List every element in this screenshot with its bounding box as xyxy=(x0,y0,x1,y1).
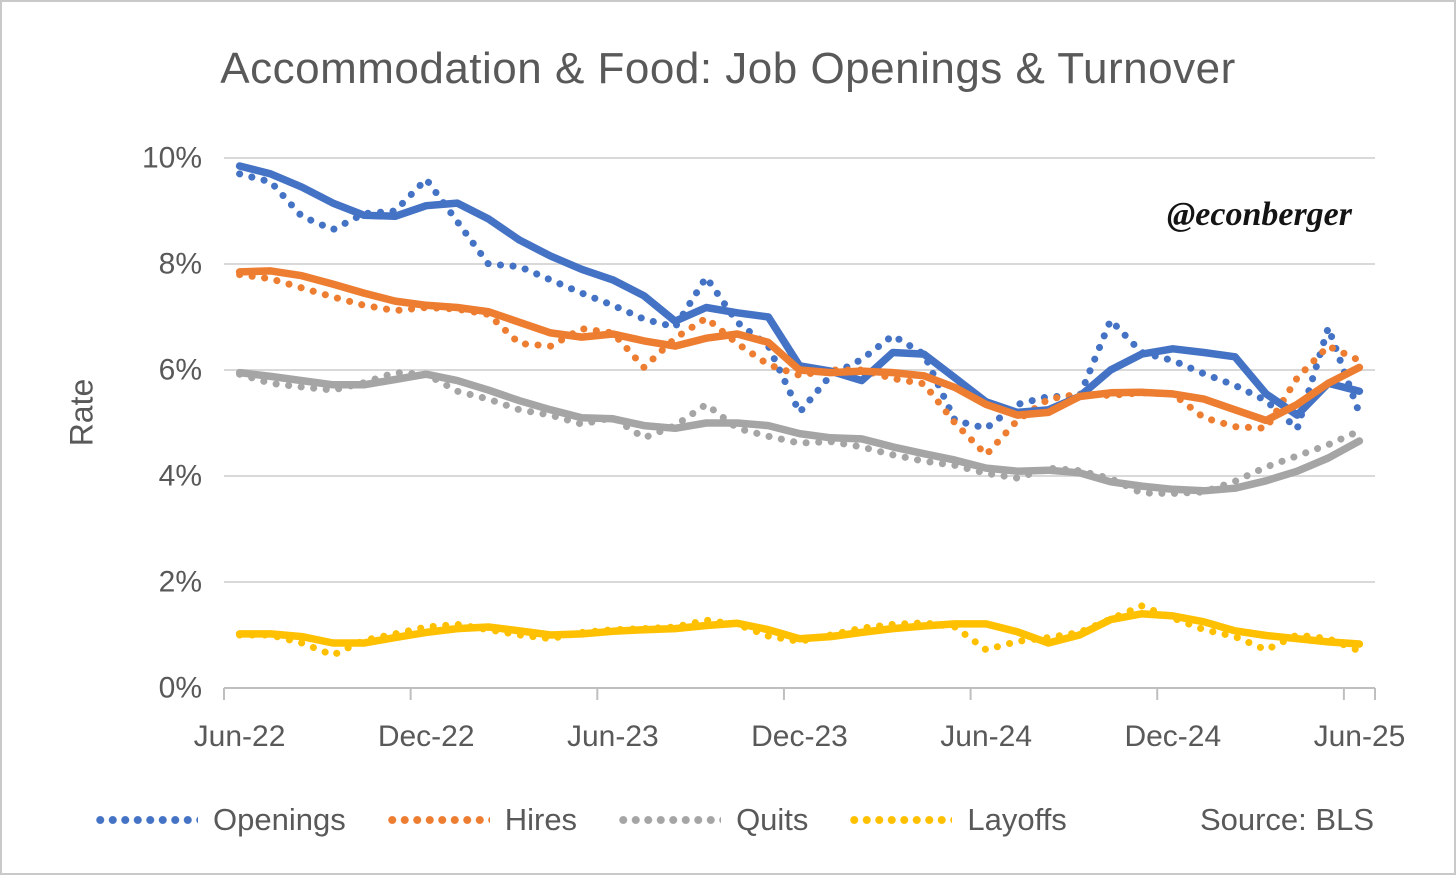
legend-label-hires: Hires xyxy=(504,802,578,837)
legend-item-quits: Quits xyxy=(617,802,808,838)
legend-dotted-swatch-layoffs xyxy=(848,813,953,827)
x-tick-label: Jun-22 xyxy=(194,720,286,753)
chart-title: Accommodation & Food: Job Openings & Tur… xyxy=(220,44,1236,93)
legend-dotted-swatch-quits xyxy=(617,813,722,827)
y-tick-label: 8% xyxy=(159,248,202,281)
legend-item-layoffs: Layoffs xyxy=(848,802,1067,838)
legend-dotted-swatch-hires xyxy=(385,813,490,827)
series-quits-smoothed-solid-line xyxy=(235,368,1364,495)
watermark: @econberger xyxy=(1166,196,1352,233)
source-label: Source: BLS xyxy=(1199,802,1374,837)
x-tick-label: Jun-25 xyxy=(1314,720,1406,753)
y-tick-label: 6% xyxy=(159,354,202,387)
legend-label-quits: Quits xyxy=(736,802,809,837)
y-tick-label: 4% xyxy=(159,460,202,493)
x-tick-label: Dec-24 xyxy=(1124,720,1221,753)
y-tick-label: 2% xyxy=(159,566,202,599)
legend-item-hires: Hires xyxy=(385,802,578,838)
legend-label-openings: Openings xyxy=(213,802,346,837)
x-tick-label: Dec-23 xyxy=(751,720,848,753)
legend-label-layoffs: Layoffs xyxy=(967,802,1067,837)
legend-item-openings: Openings xyxy=(94,802,346,838)
legend-dotted-swatch-openings xyxy=(94,813,198,827)
series-layoffs-smoothed-solid-line xyxy=(235,610,1364,648)
y-tick-label: 10% xyxy=(142,142,202,175)
series-hires-smoothed-solid-line xyxy=(235,267,1364,425)
series-layoffs-monthly-dotted-line xyxy=(236,602,1363,659)
x-tick-label: Jun-23 xyxy=(567,720,659,753)
x-tick-label: Jun-24 xyxy=(940,720,1032,753)
legend-items: Openings Hires Quits Layoffs xyxy=(94,802,1067,838)
y-tick-label: 0% xyxy=(159,672,202,705)
legend: Openings Hires Quits Layoffs Source: BLS xyxy=(94,798,1374,842)
x-tick-label: Dec-22 xyxy=(378,720,475,753)
